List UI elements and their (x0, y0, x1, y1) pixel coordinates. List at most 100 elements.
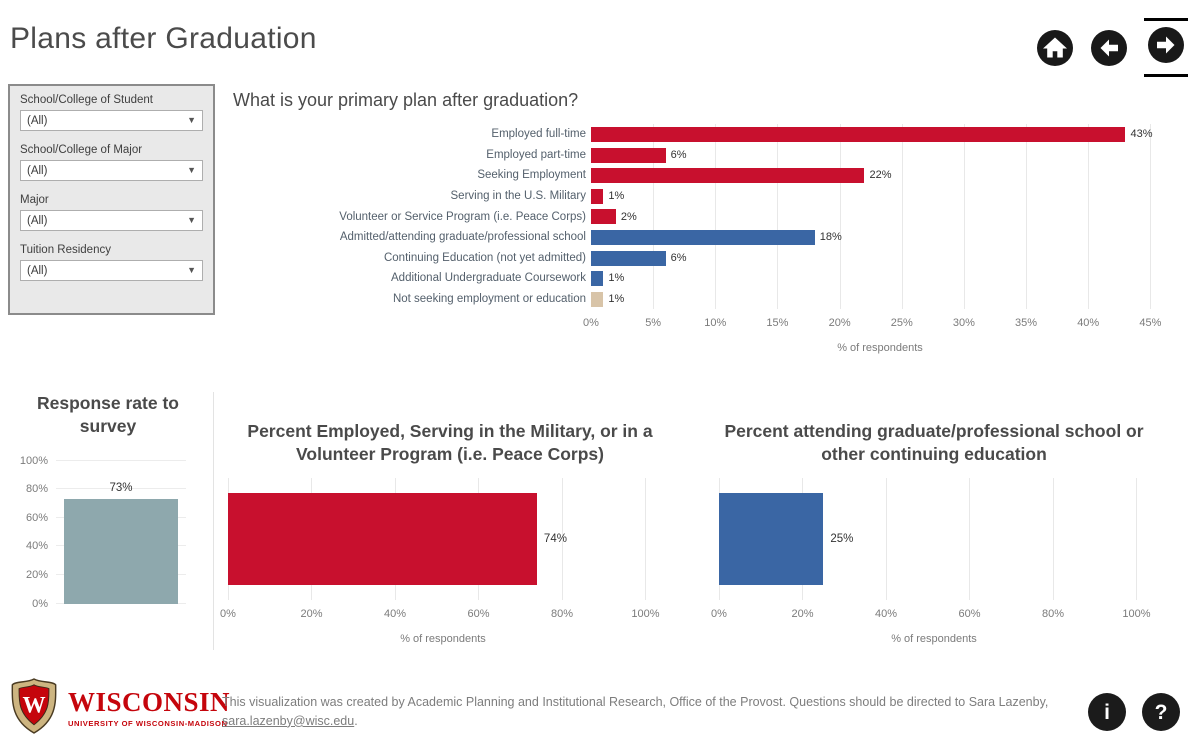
x-tick-label: 40% (383, 607, 406, 620)
category-label: Additional Undergraduate Coursework (391, 272, 586, 285)
x-axis-title: % of respondents (400, 632, 486, 645)
chart-row: Seeking Employment 22% (233, 165, 1183, 186)
arrow-left-icon (1090, 29, 1128, 70)
footer-note: This visualization was created by Academ… (222, 693, 1077, 731)
home-icon (1036, 29, 1074, 70)
bar-value-label: 6% (670, 148, 687, 161)
tuition-residency-dropdown[interactable]: (All) ▼ (20, 260, 203, 281)
bar[interactable] (591, 229, 815, 245)
chart-row: Admitted/attending graduate/professional… (233, 227, 1183, 248)
y-tick-label: 20% (25, 568, 48, 581)
chart-title: Percent attending graduate/professional … (724, 421, 1144, 464)
bar-track: 1% (591, 268, 1169, 289)
major-dropdown[interactable]: (All) ▼ (20, 210, 203, 231)
caret-down-icon: ▼ (187, 165, 196, 175)
dropdown-value: (All) (27, 114, 48, 127)
gridline (715, 124, 717, 310)
x-tick-label: 0% (711, 607, 727, 620)
gridline (653, 124, 655, 310)
dropdown-value: (All) (27, 214, 48, 227)
filter-label: School/College of Major (20, 144, 143, 156)
nav-back-button[interactable] (1090, 29, 1128, 67)
nav-home-button[interactable] (1036, 29, 1074, 67)
filter-group: Tuition Residency (All) ▼ (20, 244, 203, 281)
bar-value-label: 1% (608, 293, 625, 306)
bar[interactable] (591, 147, 666, 163)
chart-row: Not seeking employment or education 1% (233, 289, 1183, 310)
category-label: Not seeking employment or education (392, 293, 586, 306)
gridline (1136, 477, 1138, 600)
response-rate-chart: Response rate to survey 0% 20% 40% 60% 80% 10… (8, 392, 208, 610)
page-title: Plans after Graduation (10, 22, 317, 55)
x-tick-label: 0% (583, 317, 599, 330)
filter-label: School/College of Student (20, 94, 153, 106)
x-axis-title: % of respondents (837, 342, 923, 355)
chart-row: Volunteer or Service Program (i.e. Peace… (233, 206, 1183, 227)
bar-value-label: 2% (620, 210, 637, 223)
bar[interactable] (719, 492, 824, 585)
bar[interactable] (591, 291, 604, 307)
bar-track: 1% (591, 186, 1169, 207)
gridline (885, 477, 887, 600)
bar[interactable] (591, 271, 604, 287)
y-tick-label: 60% (25, 511, 48, 524)
x-tick-label: 60% (958, 607, 981, 620)
x-tick-label: 40% (1077, 317, 1100, 330)
x-tick-label: 45% (1139, 317, 1162, 330)
x-tick-label: 20% (300, 607, 323, 620)
primary-plan-chart: What is your primary plan after graduati… (233, 90, 1183, 354)
bar-track: 6% (591, 248, 1169, 269)
bar-value-label: 73% (109, 482, 133, 495)
x-tick-label: 100% (631, 607, 660, 620)
category-label: Seeking Employment (477, 169, 586, 182)
x-tick-label: 40% (874, 607, 897, 620)
filter-panel: School/College of Student (All) ▼ School… (8, 84, 215, 315)
category-label: Employed part-time (486, 148, 586, 161)
footer-buttons: i ? (1088, 693, 1180, 731)
bar-value-label: 18% (819, 231, 842, 244)
gridlines (591, 124, 1169, 310)
plot-area: 73% (56, 454, 186, 604)
x-axis: 0% 20% 40% 60% 80% 100% (220, 607, 660, 623)
gridline (1052, 477, 1054, 600)
gridline (901, 124, 903, 310)
x-tick-label: 5% (645, 317, 662, 330)
logo-subtext: UNIVERSITY OF WISCONSIN-MADISON (68, 719, 228, 728)
bar[interactable] (64, 499, 178, 604)
bar[interactable] (591, 127, 1126, 142)
category-label: Employed full-time (491, 128, 586, 141)
nav-forward-button[interactable] (1147, 26, 1185, 64)
info-icon: i (1104, 700, 1110, 724)
arrow-right-icon (1147, 27, 1185, 67)
x-tick-label: 10% (704, 317, 727, 330)
school-college-of-major-dropdown[interactable]: (All) ▼ (20, 160, 203, 181)
x-tick-label: 60% (467, 607, 490, 620)
info-button[interactable]: i (1088, 693, 1126, 731)
school-college-of-student-dropdown[interactable]: (All) ▼ (20, 110, 203, 131)
logo-wordmark: WISCONSIN (68, 687, 231, 717)
uw-logo: W WISCONSIN UNIVERSITY OF WISCONSIN-MADI… (8, 676, 230, 741)
bar-track: 43% (591, 124, 1169, 145)
email-link[interactable]: sara.lazenby@wisc.edu (222, 713, 355, 728)
chart-row: Continuing Education (not yet admitted) 6… (233, 248, 1183, 269)
gridline (839, 124, 841, 310)
chart-row: Additional Undergraduate Coursework 1% (233, 268, 1183, 289)
gridline (1026, 124, 1028, 310)
bar[interactable] (591, 188, 604, 204)
bar[interactable] (591, 168, 865, 184)
chart-row: Serving in the U.S. Military 1% (233, 186, 1183, 207)
gridline (56, 459, 186, 461)
bar-track: 18% (591, 227, 1169, 248)
bar-value-label: 43% (1130, 128, 1153, 141)
help-button[interactable]: ? (1142, 693, 1180, 731)
bar-track: 6% (591, 145, 1169, 166)
bar[interactable] (591, 209, 616, 225)
gridline (1088, 124, 1090, 310)
bar[interactable] (591, 250, 666, 266)
bar[interactable] (228, 492, 537, 585)
bar-value-label: 1% (608, 272, 625, 285)
x-tick-label: 35% (1015, 317, 1038, 330)
x-tick-label: 20% (791, 607, 814, 620)
x-tick-label: 0% (220, 607, 236, 620)
